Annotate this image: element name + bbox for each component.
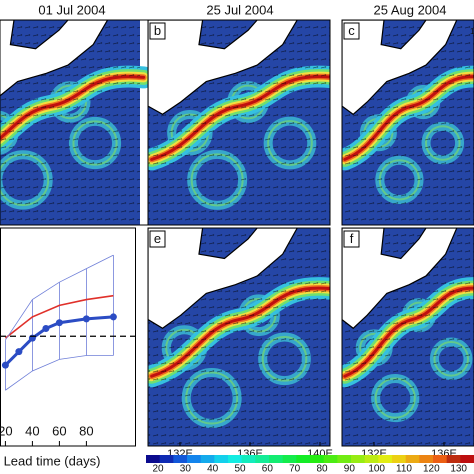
- colorbar-label: 110: [396, 464, 412, 474]
- series-line: [4, 294, 114, 339]
- colorbar-label: 120: [423, 464, 440, 474]
- x-tick-label: 20: [0, 423, 13, 438]
- colorbar-cell: [241, 455, 256, 463]
- colorbar-cell: [419, 455, 434, 463]
- marker: [82, 315, 90, 323]
- colorbar-cell: [214, 455, 229, 463]
- panel-letter: e: [154, 231, 161, 246]
- map-frame: [147, 227, 331, 447]
- land: [0, 20, 109, 97]
- skill-chart: 20 40 60 80 Lead time (days): [0, 227, 136, 468]
- x-axis-label: Lead time (days): [4, 453, 101, 468]
- panel-letter: b: [154, 23, 161, 38]
- letter-box: [149, 22, 166, 40]
- letter-box: [343, 230, 360, 248]
- land: [148, 228, 298, 329]
- colorbar-cell: [351, 455, 366, 463]
- panel-letter: f: [350, 231, 354, 246]
- colorbar-cell: [405, 455, 420, 463]
- colorbar-cell: [228, 455, 243, 463]
- colorbar-cell: [255, 455, 270, 463]
- panel-letter: c: [348, 23, 355, 38]
- colorbar-label: 70: [289, 464, 301, 474]
- panel-title: 25 Jul 2004: [206, 2, 273, 17]
- colorbar-cell: [433, 455, 448, 463]
- spread-line: [5, 254, 114, 341]
- colorbar-label: 60: [262, 464, 274, 474]
- panel-title: 25 Aug 2004: [373, 2, 446, 17]
- colorbar-cell: [364, 455, 379, 463]
- map: [342, 20, 474, 225]
- colorbar-cell: [296, 455, 311, 463]
- colorbar-cell: [187, 455, 202, 463]
- marker: [42, 325, 50, 332]
- colorbar-cell: [146, 455, 161, 463]
- panel-title: 01 Jul 2004: [38, 2, 105, 17]
- colorbar-label: 90: [344, 464, 356, 474]
- map: [148, 228, 330, 446]
- scale-label: 120: [470, 27, 474, 36]
- colorbar-cell: [337, 455, 352, 463]
- colorbar-cell: [159, 455, 174, 463]
- x-tick-label: 80: [79, 423, 93, 438]
- letter-box: [149, 230, 166, 248]
- colorbar-cell: [282, 455, 297, 463]
- map: [342, 228, 474, 446]
- marker: [55, 319, 63, 327]
- letter-box: [343, 22, 360, 40]
- colorbar-label: 20: [152, 464, 164, 474]
- map-frame: [341, 19, 474, 226]
- colorbar-cell: [446, 455, 461, 463]
- map-frame: [147, 19, 331, 226]
- colorbar-label: 50: [234, 464, 246, 474]
- plot-area: [0, 227, 136, 447]
- colorbar-cell: [392, 455, 407, 463]
- x-tick-label: 40: [25, 423, 39, 438]
- map: [0, 20, 155, 225]
- marker: [1, 361, 9, 369]
- colorbar-label: 130: [450, 464, 467, 474]
- land: [342, 20, 458, 116]
- x-tick-label: 60: [52, 423, 66, 438]
- land: [342, 228, 458, 330]
- colorbar-label: 40: [207, 464, 219, 474]
- spread-line: [5, 355, 114, 391]
- colorbar-cell: [378, 455, 393, 463]
- map-frame: [341, 227, 474, 447]
- land: [148, 20, 298, 116]
- colorbar-label: 80: [316, 464, 328, 474]
- marker: [15, 348, 23, 356]
- colorbar-cell: [460, 455, 474, 463]
- colorbar-label: 100: [368, 464, 385, 474]
- marker: [109, 313, 117, 321]
- colorbar-cell: [173, 455, 188, 463]
- colorbar-cell: [310, 455, 325, 463]
- colorbar-cell: [200, 455, 215, 463]
- colorbar-cell: [269, 455, 284, 463]
- map: [148, 20, 330, 225]
- colorbar-cell: [323, 455, 338, 463]
- colorbar-label: 30: [180, 464, 192, 474]
